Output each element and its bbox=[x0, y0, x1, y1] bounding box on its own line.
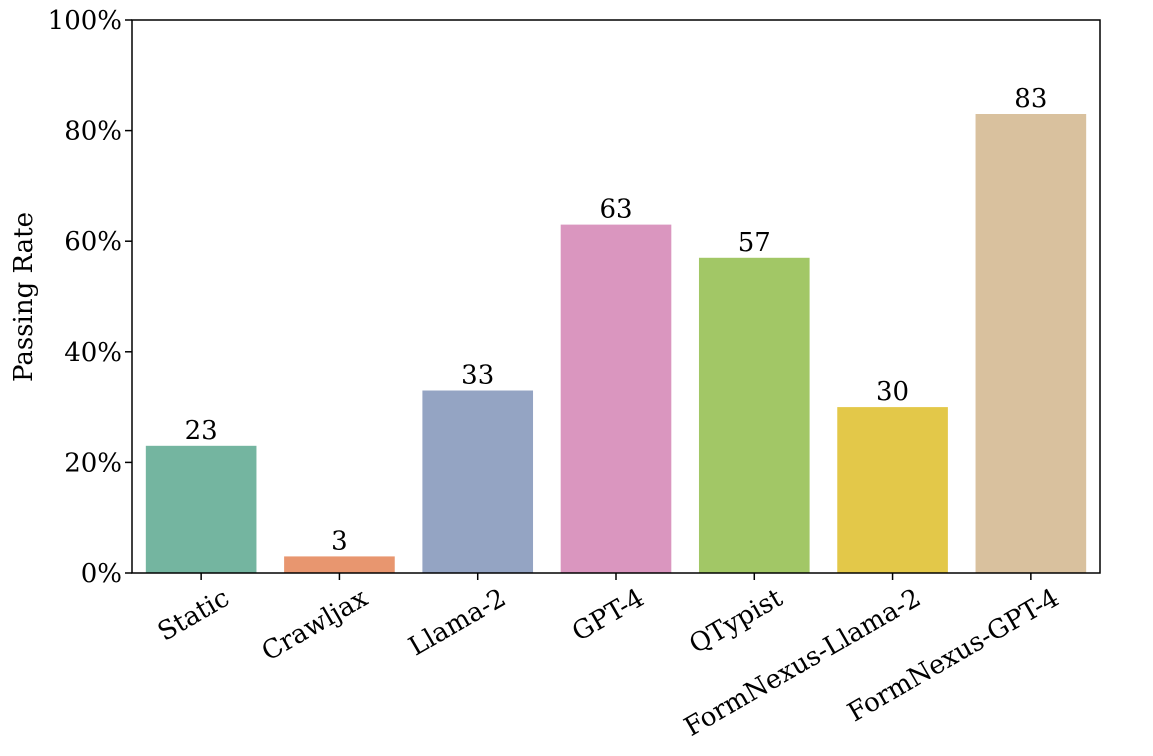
y-tick-label: 40% bbox=[64, 338, 122, 368]
bar bbox=[975, 114, 1087, 573]
bar bbox=[422, 390, 534, 573]
bar bbox=[145, 445, 257, 573]
y-tick-label: 20% bbox=[64, 448, 122, 478]
y-tick-label: 0% bbox=[81, 559, 122, 589]
x-tick-label: FormNexus-Llama-2 bbox=[679, 583, 926, 743]
x-tick-label: Crawljax bbox=[257, 583, 373, 667]
y-tick-label: 80% bbox=[64, 117, 122, 147]
value-label: 30 bbox=[876, 377, 909, 407]
y-tick-label: 100% bbox=[48, 6, 122, 36]
value-label: 57 bbox=[738, 228, 771, 258]
value-label: 23 bbox=[185, 416, 218, 446]
value-label: 33 bbox=[461, 361, 494, 391]
value-label: 63 bbox=[599, 195, 632, 225]
y-tick-label: 60% bbox=[64, 227, 122, 257]
bar bbox=[560, 224, 672, 574]
value-label: 3 bbox=[331, 526, 348, 556]
bar bbox=[284, 556, 395, 573]
bar bbox=[698, 257, 810, 573]
x-tick-label: Static bbox=[153, 583, 235, 648]
x-tick-label: GPT-4 bbox=[567, 583, 649, 648]
x-tick-label: QTypist bbox=[684, 583, 788, 660]
bar bbox=[837, 407, 948, 573]
value-label: 83 bbox=[1014, 84, 1047, 114]
plot-frame bbox=[131, 19, 1101, 574]
y-axis-label: Passing Rate bbox=[9, 212, 39, 382]
x-tick-label: Llama-2 bbox=[404, 583, 511, 662]
